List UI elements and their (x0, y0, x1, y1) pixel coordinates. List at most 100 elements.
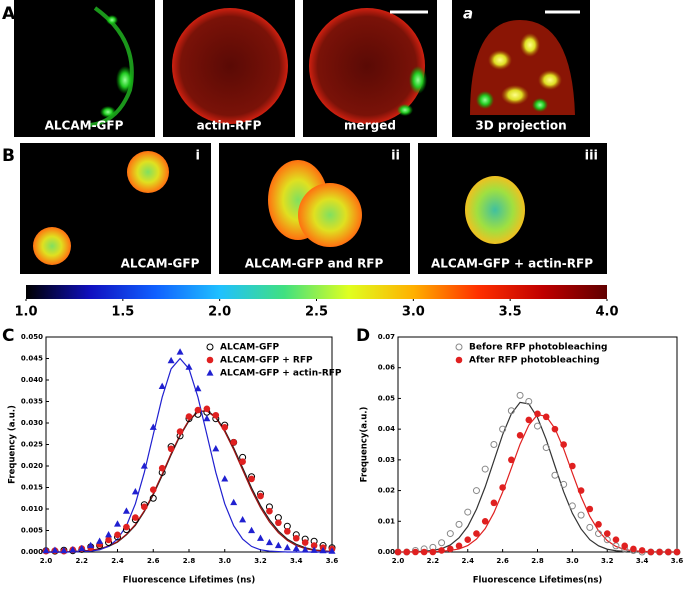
colorbar-tick-label: 2.0 (208, 305, 231, 320)
data-point (176, 348, 184, 355)
data-point (239, 515, 247, 523)
colorbar-tick-label: 1.0 (14, 305, 37, 320)
data-point (595, 530, 603, 538)
x-tick-label: 3.0 (219, 557, 232, 565)
data-point (132, 514, 139, 521)
panel-letter: D (356, 326, 370, 346)
colorbar-tick-label: 4.0 (595, 305, 618, 320)
data-point (612, 536, 620, 544)
data-point (114, 520, 121, 527)
image-label: actin-RFP (197, 119, 262, 133)
fit-line (398, 414, 677, 553)
data-point (664, 548, 672, 556)
data-point (481, 517, 489, 525)
image-label: ALCAM-GFP and RFP (245, 257, 384, 271)
legend-marker (206, 356, 214, 364)
x-tick-label: 2.8 (531, 557, 544, 565)
data-point (577, 487, 585, 494)
fit-line (398, 401, 677, 553)
image-label: ALCAM-GFP + actin-RFP (431, 257, 593, 271)
data-point (656, 548, 663, 556)
y-tick-label: 0.03 (378, 456, 395, 464)
x-tick-label: 2.4 (111, 557, 124, 565)
image-panel: merged (303, 0, 437, 137)
data-point (141, 503, 148, 511)
data-point (472, 487, 480, 495)
data-point (266, 507, 273, 515)
data-point (221, 424, 229, 431)
y-tick-label: 0.010 (21, 505, 43, 513)
data-point (551, 425, 559, 433)
panel-letter: B (2, 146, 15, 166)
y-tick-label: 0.06 (378, 364, 395, 372)
data-point (577, 511, 585, 519)
x-tick-label: 3.4 (290, 557, 303, 565)
data-point (248, 475, 255, 483)
data-point (257, 534, 264, 541)
data-point (586, 523, 594, 531)
data-point (167, 356, 175, 364)
data-point (149, 494, 157, 502)
x-tick-label: 2.8 (183, 557, 196, 565)
data-point (149, 486, 157, 493)
data-point (310, 542, 318, 549)
x-axis-label: Fluorescence Lifetimes(ns) (473, 576, 603, 586)
data-point (464, 536, 472, 544)
image-label: merged (344, 119, 396, 133)
legend-label: ALCAM-GFP + RFP (220, 356, 313, 366)
data-point (542, 444, 550, 452)
x-tick-label: 3.2 (254, 557, 267, 565)
data-point (284, 528, 291, 535)
y-tick-label: 0.05 (378, 394, 395, 402)
image-panel: ALCAM-GFP (14, 0, 155, 137)
x-tick-label: 3.4 (636, 557, 649, 565)
data-point (525, 416, 533, 424)
image-label: ALCAM-GFP (121, 257, 200, 271)
data-point (185, 413, 193, 420)
y-tick-label: 0.07 (378, 333, 395, 341)
panel-letter: A (2, 4, 16, 24)
data-point (78, 544, 86, 552)
data-point (114, 531, 121, 539)
legend-marker (455, 343, 463, 351)
fit-line (46, 357, 332, 553)
y-tick-label: 0.00 (378, 548, 395, 556)
x-tick-label: 2.4 (462, 557, 475, 565)
data-point (230, 498, 238, 506)
data-point (420, 548, 428, 556)
y-tick-label: 0.035 (21, 398, 43, 406)
data-point (122, 507, 130, 514)
y-tick-label: 0.000 (21, 548, 43, 556)
data-point (603, 536, 611, 544)
image-panel: i ALCAM-GFP (20, 143, 211, 274)
y-tick-label: 0.040 (21, 376, 43, 384)
x-tick-label: 2.2 (76, 557, 89, 565)
data-point (499, 484, 506, 491)
legend-marker (206, 343, 214, 351)
y-tick-label: 0.025 (21, 441, 43, 449)
data-point (481, 465, 489, 473)
data-point (507, 407, 515, 415)
data-point (105, 531, 113, 538)
y-tick-label: 0.050 (21, 333, 43, 341)
y-tick-label: 0.04 (378, 425, 395, 433)
data-point (176, 428, 184, 435)
y-tick-label: 0.020 (21, 462, 43, 470)
panel-index: iii (585, 149, 598, 164)
y-tick-label: 0.030 (21, 419, 43, 427)
image-panel: a 3D projection (452, 0, 590, 137)
data-point (455, 542, 463, 550)
x-axis-label: Fluorescence Lifetimes (ns) (123, 576, 256, 586)
x-tick-label: 2.0 (392, 557, 405, 565)
y-tick-label: 0.02 (378, 487, 395, 495)
y-tick-label: 0.015 (21, 484, 43, 492)
x-tick-label: 2.6 (496, 557, 509, 565)
panel-index: i (196, 149, 200, 164)
data-point (438, 547, 445, 554)
data-point (630, 545, 637, 553)
data-point (292, 544, 300, 552)
data-point (105, 536, 112, 544)
data-point (328, 547, 336, 554)
